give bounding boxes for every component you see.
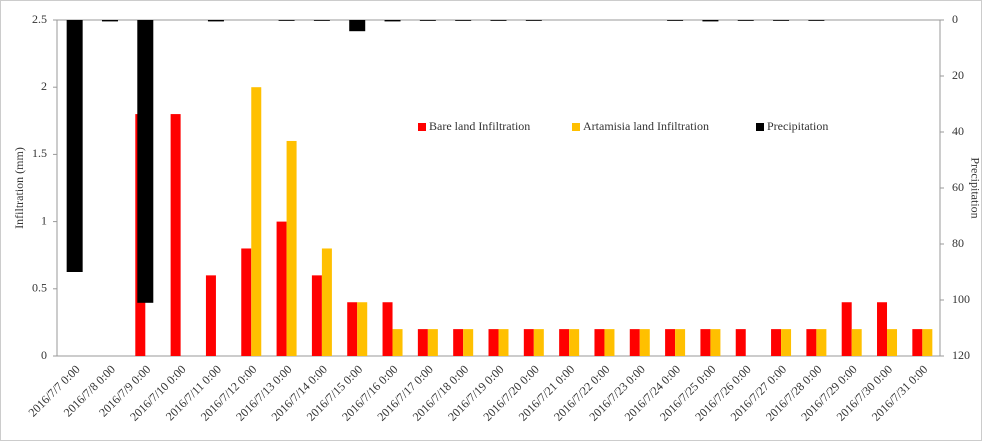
bar xyxy=(559,329,570,356)
bar xyxy=(488,329,499,356)
bar xyxy=(276,221,287,356)
bar xyxy=(851,329,862,356)
precip-bar xyxy=(101,20,118,22)
bar xyxy=(533,329,544,356)
y2-tick-label: 40 xyxy=(952,124,964,138)
bar xyxy=(205,275,216,356)
bar xyxy=(357,302,368,356)
bar xyxy=(241,248,252,356)
y2-tick-label: 80 xyxy=(952,236,964,250)
precip-bar xyxy=(349,20,366,32)
bar xyxy=(922,329,933,356)
bar xyxy=(639,329,650,356)
y-tick-label: 1 xyxy=(41,213,47,227)
bar xyxy=(347,302,358,356)
bar xyxy=(523,329,534,356)
bar xyxy=(665,329,676,356)
bar xyxy=(427,329,438,356)
bar xyxy=(675,329,686,356)
y-tick-label: 2 xyxy=(41,79,47,93)
precip-bar xyxy=(773,20,790,21)
bar xyxy=(594,329,605,356)
y2-tick-label: 60 xyxy=(952,180,964,194)
bar xyxy=(887,329,898,356)
precip-bar xyxy=(525,20,542,21)
precip-bar xyxy=(137,20,154,303)
bar xyxy=(170,114,181,356)
legend-label: Artamisia land Infiltration xyxy=(583,119,709,133)
bar xyxy=(841,302,852,356)
precip-bar xyxy=(278,20,295,21)
bar xyxy=(463,329,474,356)
precip-bar xyxy=(313,20,330,21)
precip-bar xyxy=(207,20,224,22)
precip-bar xyxy=(66,20,83,272)
bar xyxy=(700,329,711,356)
bar xyxy=(604,329,615,356)
y2-tick-label: 120 xyxy=(952,348,970,362)
bar xyxy=(286,140,297,356)
legend-swatch xyxy=(572,123,580,131)
y-tick-label: 0.5 xyxy=(32,281,47,295)
bar xyxy=(321,248,332,356)
bar xyxy=(710,329,721,356)
precip-bar xyxy=(384,20,401,22)
y2-tick-label: 20 xyxy=(952,68,964,82)
bar xyxy=(735,329,746,356)
y-tick-label: 2.5 xyxy=(32,12,47,26)
bar xyxy=(781,329,792,356)
bar xyxy=(569,329,580,356)
bar xyxy=(251,87,262,356)
legend-swatch xyxy=(756,123,764,131)
precip-bar xyxy=(737,20,754,21)
bar xyxy=(771,329,782,356)
bar xyxy=(816,329,827,356)
bar xyxy=(806,329,817,356)
bar xyxy=(912,329,923,356)
precip-bar xyxy=(419,20,436,21)
legend-label: Precipitation xyxy=(767,119,828,133)
bar xyxy=(311,275,322,356)
bar xyxy=(453,329,464,356)
y2-axis-label: Precipitation xyxy=(968,157,982,218)
precip-bar xyxy=(455,20,472,21)
bar xyxy=(417,329,428,356)
bar xyxy=(498,329,509,356)
bar xyxy=(877,302,888,356)
y-tick-label: 1.5 xyxy=(32,146,47,160)
bar xyxy=(392,329,403,356)
y2-tick-label: 100 xyxy=(952,292,970,306)
precip-bar xyxy=(490,20,507,21)
bar xyxy=(629,329,640,356)
y-tick-label: 0 xyxy=(41,348,47,362)
precip-bar xyxy=(667,20,684,21)
legend-label: Bare land Infiltration xyxy=(429,119,530,133)
precip-bar xyxy=(808,20,825,21)
legend-swatch xyxy=(418,123,426,131)
y-axis-label: Infiltration (mm) xyxy=(12,147,26,229)
precip-bar xyxy=(702,20,719,22)
y2-tick-label: 0 xyxy=(952,12,958,26)
bar xyxy=(382,302,393,356)
